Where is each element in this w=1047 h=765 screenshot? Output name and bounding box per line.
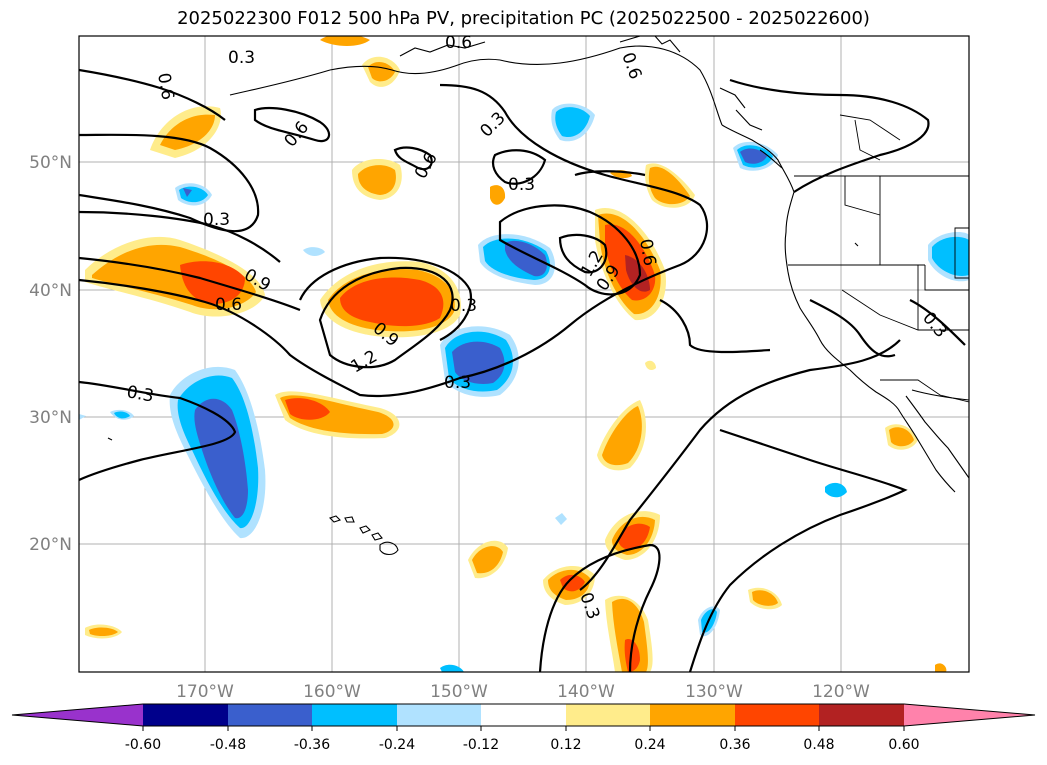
coastlines	[107, 36, 969, 556]
colorbar-tick-label: -0.60	[125, 737, 161, 753]
colorbar-swatch	[312, 704, 397, 726]
lon-label-120w: 120°W	[812, 682, 870, 702]
contour-label: 0.6	[445, 33, 472, 53]
pv-contours	[79, 68, 966, 672]
colorbar-tick-label: 0.12	[550, 737, 581, 753]
contour-label: 0.3	[203, 210, 230, 230]
lat-label-30n: 30°N	[29, 408, 72, 428]
lon-label-150w: 150°W	[430, 682, 488, 702]
lat-label-20n: 20°N	[29, 535, 72, 555]
colorbar-tick-label: -0.24	[379, 737, 415, 753]
colorbar-tick-label: 0.60	[888, 737, 919, 753]
colorbar: -0.60 -0.48 -0.36 -0.24 -0.12 0.12 0.24 …	[11, 703, 1036, 753]
contour-label: 0.6	[215, 295, 242, 315]
colorbar-extend-low	[12, 704, 143, 726]
contour-label: 0.3	[228, 48, 255, 68]
colorbar-swatch	[228, 704, 312, 726]
colorbar-swatch	[397, 704, 481, 726]
map-frame	[78, 35, 970, 673]
colorbar-swatch	[481, 704, 566, 726]
colorbar-tick-label: 0.36	[719, 737, 750, 753]
contour-label: 0.3	[444, 373, 471, 393]
contour-label: 0.3	[450, 296, 477, 316]
latitude-axis: 20°N 30°N 40°N 50°N	[29, 153, 72, 555]
colorbar-tick-label: -0.12	[463, 737, 499, 753]
lat-label-40n: 40°N	[29, 281, 72, 301]
colorbar-swatch	[566, 704, 650, 726]
contour-label: 0.6	[635, 237, 659, 267]
colorbar-swatch	[650, 704, 735, 726]
colorbar-tick-label: 0.48	[803, 737, 834, 753]
lon-label-160w: 160°W	[303, 682, 361, 702]
map-title: 2025022300 F012 500 hPa PV, precipitatio…	[177, 8, 870, 29]
colorbar-swatch	[143, 704, 228, 726]
map-area	[79, 36, 969, 672]
colorbar-extend-high	[904, 704, 1035, 726]
colorbar-tick-label: -0.48	[210, 737, 246, 753]
contour-label: 0.3	[125, 382, 155, 406]
contour-label: 0.6	[153, 71, 177, 101]
lon-label-170w: 170°W	[176, 682, 234, 702]
colorbar-tick-label: -0.36	[294, 737, 330, 753]
contour-label: 0.3	[508, 175, 535, 195]
lon-label-140w: 140°W	[557, 682, 615, 702]
colorbar-swatch	[819, 704, 904, 726]
colorbar-tick-label: 0.24	[634, 737, 665, 753]
lon-label-130w: 130°W	[685, 682, 743, 702]
colorbar-swatch	[735, 704, 819, 726]
longitude-axis: 170°W 160°W 150°W 140°W 130°W 120°W	[176, 682, 870, 702]
lat-label-50n: 50°N	[29, 153, 72, 173]
